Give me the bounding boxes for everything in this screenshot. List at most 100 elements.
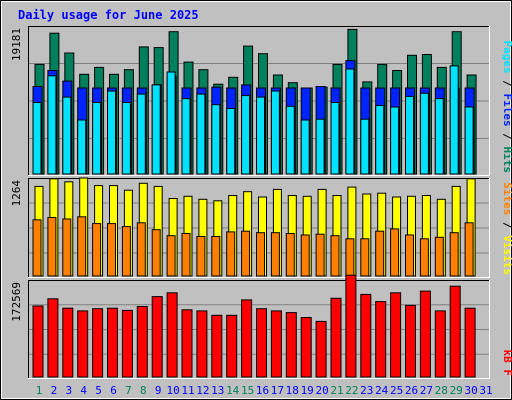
bar-kb-f-day-16: [256, 308, 267, 378]
bar-pages-day-7: [121, 102, 131, 175]
bar-sites-day-26: [405, 234, 414, 277]
bar-pages-day-24: [375, 105, 385, 175]
bar-sites-day-9: [151, 229, 161, 277]
bar-pages-day-4: [77, 119, 87, 175]
bar-sites-day-19: [300, 234, 310, 277]
bar-sites-day-28: [434, 236, 444, 277]
bar-sites-day-30: [464, 222, 474, 277]
bar-pages-day-2: [47, 75, 57, 175]
chart-title: Daily usage for June 2025: [18, 8, 199, 22]
legend-entry: Sites: [501, 182, 512, 215]
legend-entry: Visits: [501, 229, 512, 275]
bar-sites-day-27: [419, 238, 429, 277]
bar-pages-day-15: [241, 95, 251, 175]
bar-kb-f-day-17: [270, 310, 282, 378]
bar-pages-day-14: [226, 108, 236, 175]
series-legend: Pages / Files / Hits: [501, 41, 512, 174]
bar-pages-day-17: [270, 90, 280, 175]
bar-pages-day-26: [405, 95, 414, 175]
bar-kb-f-day-8: [136, 306, 148, 378]
bar-pages-day-19: [300, 119, 310, 175]
x-tick-label-20: 20: [315, 384, 328, 397]
x-tick-label-25: 25: [390, 384, 403, 397]
panel-visits-sites: 1264 Sites / Visits: [10, 177, 512, 278]
bar-sites-day-10: [166, 235, 176, 277]
x-tick-label-11: 11: [181, 384, 194, 397]
bar-kb-f-day-10: [166, 292, 178, 378]
bar-kb-f-day-26: [405, 304, 416, 378]
x-tick-label-13: 13: [211, 384, 224, 397]
bar-kb-f-day-19: [300, 317, 312, 378]
bar-sites-day-13: [211, 236, 221, 277]
bar-sites-day-15: [241, 230, 251, 277]
x-tick-label-8: 8: [140, 384, 147, 397]
bar-sites-day-7: [121, 226, 131, 277]
y-max-label: 19181: [10, 28, 23, 61]
bar-kb-f-day-15: [241, 299, 253, 378]
bar-kb-f-day-22: [345, 274, 357, 378]
x-tick-label-19: 19: [301, 384, 314, 397]
legend-entry: /: [501, 74, 512, 88]
bar-sites-day-11: [181, 233, 191, 277]
bar-kb-f-day-23: [360, 293, 372, 378]
bar-kb-f-day-30: [464, 307, 476, 378]
x-tick-label-16: 16: [256, 384, 269, 397]
bar-pages-day-30: [464, 106, 474, 175]
bar-kb-f-day-4: [77, 310, 89, 378]
bar-pages-day-22: [345, 68, 355, 175]
x-tick-label-6: 6: [110, 384, 117, 397]
bar-kb-f-day-21: [330, 297, 342, 378]
bar-sites-day-21: [330, 235, 340, 277]
panel-hits-files-pages: 19181 Pages / Files / Hits: [10, 26, 512, 176]
bar-pages-day-8: [136, 93, 146, 175]
legend-entry: /: [501, 127, 512, 141]
bar-kb-f-day-3: [62, 307, 74, 378]
bar-kb-f-day-5: [92, 308, 104, 378]
x-tick-label-5: 5: [95, 384, 102, 397]
panel-kbf: 172569 kB F: [10, 274, 512, 379]
legend-entry: kB F: [501, 350, 512, 377]
bar-pages-day-23: [360, 118, 370, 175]
bar-kb-f-day-6: [107, 307, 118, 378]
bar-kb-f-day-13: [211, 314, 223, 378]
bar-sites-day-24: [375, 230, 385, 277]
bar-sites-day-20: [315, 233, 325, 277]
legend-entry: Pages: [501, 41, 512, 74]
x-tick-label-24: 24: [375, 384, 389, 397]
bar-sites-day-29: [449, 232, 459, 277]
y-max-label: 1264: [10, 180, 23, 207]
bar-pages-day-29: [449, 65, 459, 175]
bar-sites-day-14: [226, 231, 236, 277]
bar-kb-f-day-29: [449, 285, 461, 378]
bar-kb-f-day-9: [151, 296, 163, 378]
bar-pages-day-10: [166, 71, 176, 175]
series-legend: kB F: [501, 350, 512, 377]
bar-kb-f-day-14: [226, 314, 238, 378]
x-tick-label-2: 2: [51, 384, 58, 397]
bar-kb-f-day-11: [181, 309, 193, 378]
bar-pages-day-6: [107, 90, 116, 175]
x-tick-label-31: 31: [479, 384, 492, 397]
bar-sites-day-25: [390, 228, 400, 277]
bar-kb-f-day-27: [419, 290, 431, 378]
bar-sites-day-6: [107, 223, 116, 277]
bar-kb-f-day-1: [32, 305, 44, 378]
x-axis-labels: 1 2 3 4 5 6 7 8 9 10 11 12 13 14 15 16 17 18 19 20 21 22 23 24 2…: [36, 384, 493, 397]
bar-sites-day-16: [256, 232, 265, 277]
bar-pages-day-28: [434, 98, 444, 175]
legend-entry: Files: [501, 87, 512, 127]
bar-sites-day-5: [92, 223, 102, 277]
bar-kb-f-day-2: [47, 298, 59, 378]
x-tick-label-18: 18: [286, 384, 299, 397]
bar-sites-day-8: [136, 222, 146, 277]
series-legend: Sites / Visits: [501, 182, 512, 275]
bar-kb-f-day-18: [285, 312, 297, 378]
x-tick-label-4: 4: [80, 384, 87, 397]
x-tick-label-15: 15: [241, 384, 254, 397]
x-tick-label-3: 3: [65, 384, 72, 397]
bar-pages-day-1: [32, 102, 42, 175]
x-tick-label-1: 1: [36, 384, 43, 397]
